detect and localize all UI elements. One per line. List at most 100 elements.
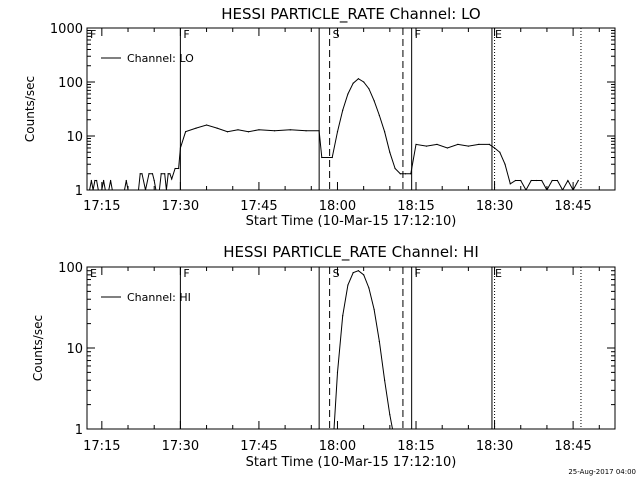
data-point: [342, 109, 344, 111]
data-point: [158, 189, 161, 190]
data-point: [153, 179, 155, 182]
data-point: [347, 284, 349, 286]
data-point: [336, 371, 339, 373]
data-point: [425, 145, 428, 147]
x-tick-label: 18:15: [397, 199, 434, 214]
data-point: [144, 189, 147, 190]
x-tick-label: 18:30: [476, 199, 513, 214]
y-tick-label: 1: [75, 184, 83, 199]
y-tick-label: 10: [66, 342, 83, 357]
data-point: [169, 173, 171, 175]
data-point: [541, 179, 543, 182]
y-tick-label: 100: [58, 261, 83, 276]
event-marker-label: S: [333, 267, 340, 280]
data-point: [108, 189, 110, 190]
data-point: [174, 167, 176, 170]
data-point: [520, 179, 522, 182]
data-point: [368, 287, 370, 289]
data-point: [137, 189, 140, 190]
data-point: [336, 131, 339, 133]
event-marker-label: F: [415, 28, 421, 41]
data-point: [457, 143, 459, 145]
data-point: [148, 173, 150, 175]
data-point: [318, 130, 320, 132]
data-point: [89, 189, 91, 190]
data-point: [226, 131, 229, 133]
data-point: [352, 272, 354, 274]
data-point: [384, 131, 386, 133]
data-point: [488, 143, 490, 145]
data-point: [384, 379, 386, 381]
y-axis-label: Counts/sec: [31, 315, 45, 381]
data-point: [567, 179, 569, 182]
data-point: [247, 131, 250, 133]
data-point: [127, 189, 129, 190]
data-point: [399, 173, 401, 175]
series-line: [333, 270, 393, 429]
data-point: [94, 179, 96, 182]
data-point: [373, 100, 375, 102]
event-marker-label: F: [183, 267, 189, 280]
event-marker-label: F: [183, 28, 189, 41]
data-point: [195, 127, 197, 129]
footer-timestamp: 25-Aug-2017 04:00: [568, 468, 636, 476]
data-point: [530, 179, 532, 182]
data-point: [151, 173, 154, 175]
data-point: [493, 147, 496, 149]
data-point: [101, 189, 103, 190]
data-point: [139, 173, 141, 175]
data-point: [333, 428, 335, 429]
data-point: [97, 189, 99, 190]
y-tick-label: 10: [66, 130, 83, 145]
data-point: [102, 179, 105, 182]
data-point: [164, 173, 166, 175]
data-point: [185, 131, 187, 133]
y-tick-label: 1000: [50, 22, 83, 37]
data-point: [467, 145, 469, 147]
data-point: [373, 308, 375, 310]
event-marker-label: S: [333, 28, 340, 41]
data-point: [92, 189, 94, 190]
data-point: [478, 143, 480, 145]
x-tick-label: 18:00: [319, 439, 356, 454]
data-point: [363, 81, 365, 83]
data-point: [109, 179, 112, 182]
data-point: [357, 270, 360, 272]
data-point: [525, 189, 527, 190]
x-tick-label: 17:45: [240, 439, 277, 454]
data-point: [331, 156, 333, 159]
data-point: [90, 179, 92, 182]
data-point: [363, 274, 365, 276]
data-point: [551, 179, 553, 182]
data-point: [546, 189, 548, 190]
data-point: [165, 189, 168, 190]
data-point: [378, 114, 380, 117]
data-point: [141, 173, 143, 175]
data-point: [205, 124, 208, 126]
data-point: [258, 129, 260, 131]
event-marker-label: E: [90, 267, 97, 280]
data-point: [342, 315, 344, 317]
x-tick-label: 17:30: [162, 199, 199, 214]
y-tick-label: 1: [75, 423, 83, 438]
data-point: [535, 179, 538, 182]
data-point: [391, 428, 394, 429]
legend-entry: Channel: HI: [127, 291, 191, 304]
data-point: [237, 129, 239, 131]
data-point: [274, 130, 276, 132]
data-point: [347, 93, 349, 95]
data-point: [104, 189, 106, 190]
series-line: [89, 78, 579, 190]
event-marker-label: F: [90, 28, 96, 41]
chart-title: HESSI PARTICLE_RATE Channel: LO: [221, 5, 480, 24]
event-marker-label: E: [495, 267, 502, 280]
data-point: [389, 151, 391, 153]
data-point: [96, 179, 98, 182]
data-point: [572, 189, 574, 190]
data-point: [357, 78, 360, 80]
x-tick-label: 17:30: [162, 439, 199, 454]
data-point: [368, 88, 370, 90]
event-marker-label: F: [415, 267, 421, 280]
data-point: [562, 189, 564, 190]
